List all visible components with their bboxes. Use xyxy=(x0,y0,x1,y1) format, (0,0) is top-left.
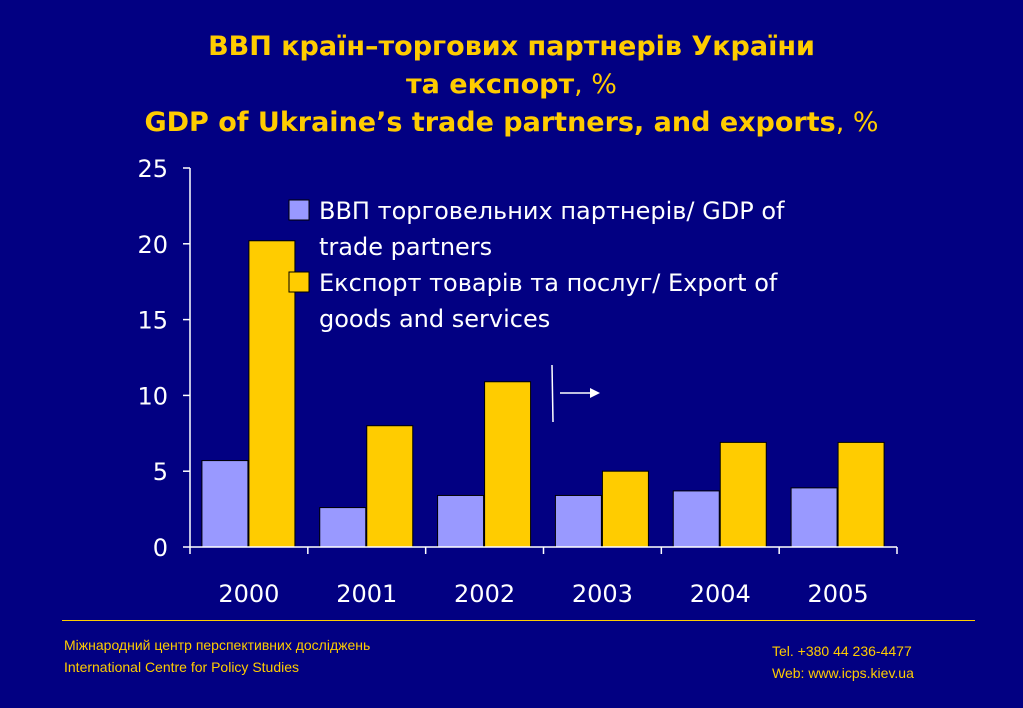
title-line-1: ВВП країн–торгових партнерів України xyxy=(208,31,815,62)
footer-org-en: International Centre for Policy Studies xyxy=(64,659,300,675)
x-tick-label-2001: 2001 xyxy=(336,580,397,608)
bars-group xyxy=(201,240,885,548)
title-line-2-bold: та експорт xyxy=(406,69,575,100)
legend-label-gdp-line-1: ВВП торговельних партнерів/ GDP of xyxy=(319,197,785,225)
footer-org: Міжнародний центр перспективних дослідже… xyxy=(64,634,370,678)
bar-export-2003 xyxy=(601,470,649,548)
y-tick-label-25: 25 xyxy=(137,155,168,183)
footer-tel: Tel. +380 44 236-4477 xyxy=(772,643,912,659)
bar-export-2001 xyxy=(366,425,414,548)
title-line-3: GDP of Ukraine’s trade partners, and exp… xyxy=(0,104,1023,142)
y-tick-label-20: 20 xyxy=(137,231,168,259)
y-tick-label-15: 15 xyxy=(137,307,168,335)
footer-divider xyxy=(62,620,975,621)
bar-export-2004 xyxy=(719,441,767,548)
legend-swatch-export xyxy=(288,271,310,293)
bar-chart: 0 5 10 15 20 25 2000 2001 2002 2003 2004 2005 ВВП т… xyxy=(137,155,898,608)
x-tick-label-2000: 2000 xyxy=(218,580,279,608)
legend-label-export-line-2: goods and services xyxy=(319,305,550,333)
title-line-3-pct: , % xyxy=(835,107,879,138)
bar-gdp-2004 xyxy=(672,490,720,548)
footer-contacts: Tel. +380 44 236-4477 Web: www.icps.kiev… xyxy=(772,640,914,684)
y-tick-label-5: 5 xyxy=(153,458,168,486)
title-line-3-bold: GDP of Ukraine’s trade partners, and exp… xyxy=(144,107,836,138)
bar-gdp-2005 xyxy=(790,487,838,548)
legend-swatch-gdp xyxy=(288,199,310,221)
y-tick-label-10: 10 xyxy=(137,382,168,410)
bar-export-2000 xyxy=(248,240,296,548)
bar-gdp-2002 xyxy=(437,494,485,548)
legend-label-gdp-line-2: trade partners xyxy=(319,233,492,261)
bar-export-2002 xyxy=(484,381,532,548)
footer-org-ua: Міжнародний центр перспективних дослідже… xyxy=(64,637,371,653)
footer-web: Web: www.icps.kiev.ua xyxy=(772,665,914,681)
bar-gdp-2003 xyxy=(554,494,602,548)
x-tick-label-2004: 2004 xyxy=(690,580,751,608)
x-tick-label-2002: 2002 xyxy=(454,580,515,608)
slide-title: ВВП країн–торгових партнерів України та … xyxy=(0,28,1023,142)
x-tick-label-2003: 2003 xyxy=(572,580,633,608)
x-tick-label-2005: 2005 xyxy=(808,580,869,608)
bar-export-2005 xyxy=(837,441,885,548)
legend-label-export-line-1: Експорт товарів та послуг/ Export of xyxy=(319,269,778,297)
legend: ВВП торговельних партнерів/ GDP of trade … xyxy=(288,197,785,333)
y-tick-label-0: 0 xyxy=(153,534,168,562)
axes-group: 0 5 10 15 20 25 2000 2001 2002 2003 2004 2005 xyxy=(137,155,898,608)
arrow-annotation xyxy=(551,364,600,423)
title-line-2: та експорт, % xyxy=(0,66,1023,104)
bar-gdp-2000 xyxy=(201,460,249,548)
title-line-2-pct: , % xyxy=(574,69,617,100)
bar-gdp-2001 xyxy=(319,507,367,548)
